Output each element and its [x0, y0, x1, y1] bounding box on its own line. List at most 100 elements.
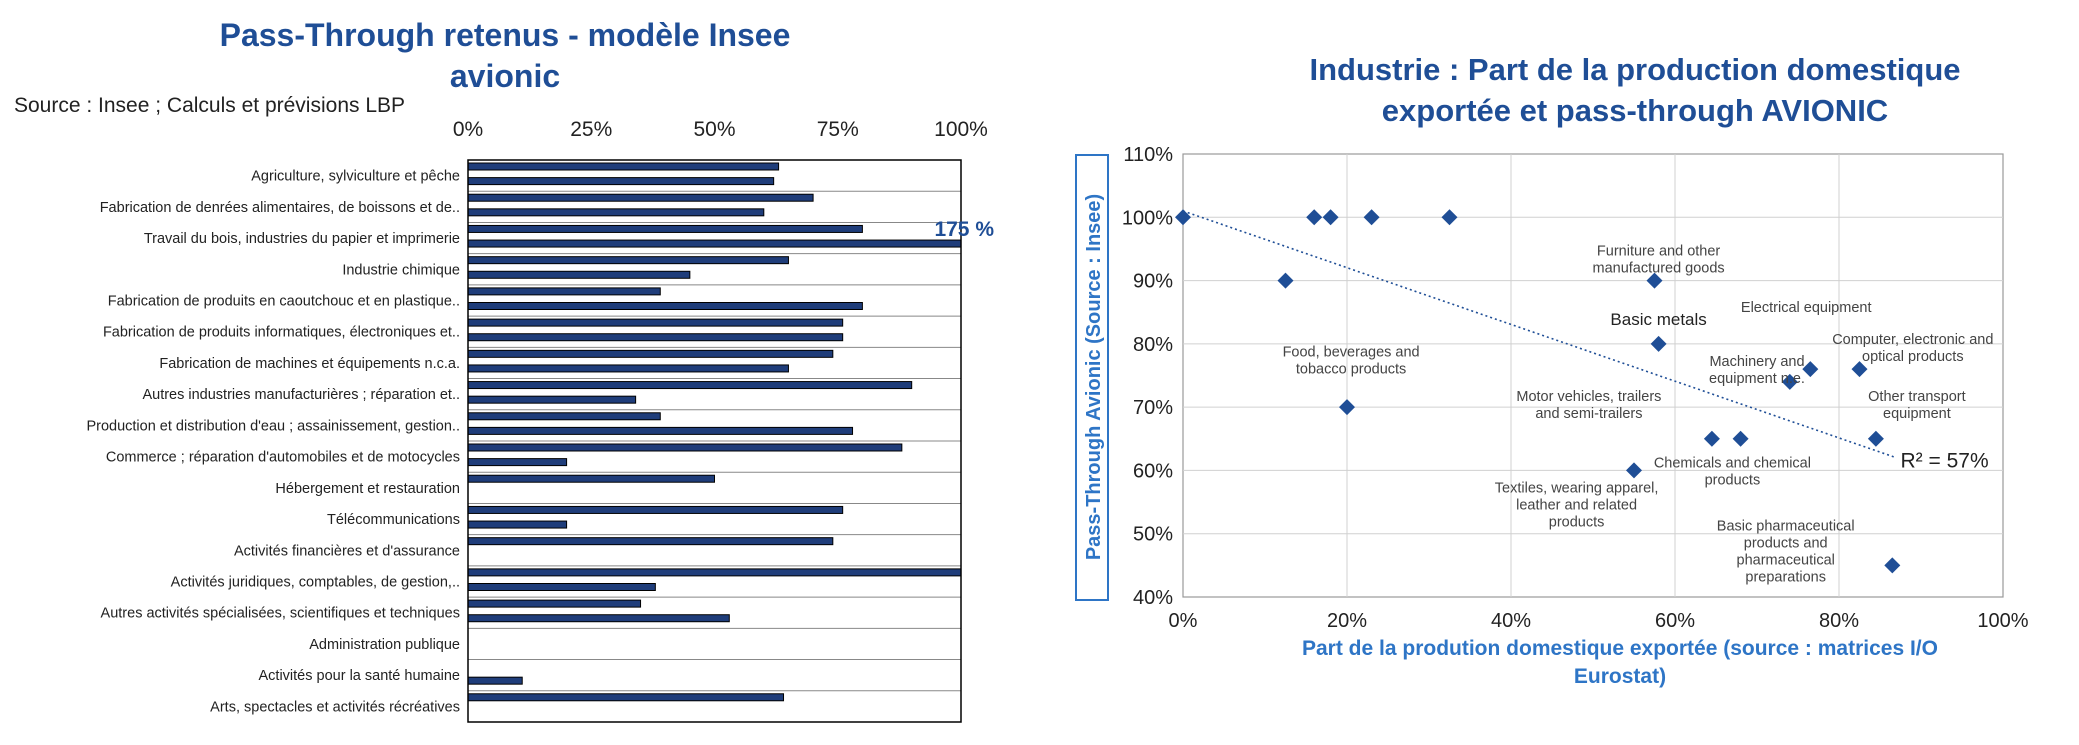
point-annotation: equipment n.e.: [1709, 371, 1805, 387]
y-axis-label-box: [1075, 154, 1109, 601]
bar: [467, 177, 775, 186]
point-annotation: products: [1705, 472, 1761, 488]
data-point: [1339, 399, 1355, 416]
point-annotation: Electrical equipment: [1741, 300, 1872, 316]
point-annotation: Computer, electronic and: [1832, 332, 1993, 348]
category-label: Télécommunications: [327, 512, 460, 528]
category-label: Hébergement et restauration: [275, 481, 460, 497]
point-annotation: preparations: [1745, 570, 1826, 586]
chart-title-line1: Pass-Through retenus - modèle Insee: [220, 17, 791, 53]
data-point: [1277, 272, 1294, 289]
point-annotation: leather and related: [1516, 498, 1637, 514]
point-annotation: Chemicals and chemical: [1654, 455, 1811, 471]
trendline: [1182, 210, 1897, 459]
chart-title-line2: avionic: [450, 58, 560, 94]
y-tick-label: 100%: [1122, 207, 1173, 229]
point-annotation: Basic metals: [1610, 310, 1706, 329]
category-label: Administration publique: [309, 637, 460, 653]
bar: [467, 583, 656, 591]
point-annotation: pharmaceutical: [1737, 553, 1835, 569]
bar: [467, 349, 834, 358]
bar: [467, 381, 913, 390]
x-tick-label: 0%: [453, 118, 483, 141]
bar: [467, 537, 834, 546]
point-annotation: products and: [1744, 536, 1828, 552]
overflow-value-label: 175 %: [934, 218, 994, 241]
bar: [467, 412, 661, 421]
point-annotation: Basic pharmaceutical: [1717, 519, 1855, 535]
category-label: Fabrication de produits en caoutchouc et…: [108, 294, 460, 310]
bar: [467, 520, 568, 529]
bar: [467, 599, 642, 608]
data-point: [1363, 209, 1380, 226]
bar: [467, 568, 962, 577]
data-point: [1884, 557, 1901, 574]
bar: [467, 364, 789, 373]
category-label: Travail du bois, industries du papier et…: [144, 231, 460, 247]
bar: [467, 458, 568, 467]
bar: [467, 395, 637, 404]
r-squared-label: R² = 57%: [1901, 449, 1989, 472]
x-tick-label: 40%: [1491, 610, 1531, 632]
x-tick-label: 80%: [1819, 610, 1859, 632]
y-axis-label: Pass-Through Avionic (Source : Insee): [1083, 194, 1105, 560]
category-label: Production et distribution d'eau ; assai…: [86, 418, 460, 434]
chart-subtitle: Source : Insee ; Calculs et prévisions L…: [14, 94, 405, 117]
bar: [467, 239, 962, 248]
point-annotation: Food, beverages and: [1283, 345, 1420, 361]
category-label: Industrie chimique: [342, 262, 460, 278]
chart-title-line1: Industrie : Part de la production domest…: [1309, 52, 1960, 87]
x-tick-label: 25%: [570, 118, 612, 141]
bar: [467, 474, 715, 483]
point-annotation: products: [1549, 515, 1605, 531]
data-point: [1802, 361, 1819, 378]
data-point: [1851, 361, 1868, 378]
bar: [467, 318, 844, 327]
y-tick-label: 50%: [1133, 524, 1173, 546]
data-point: [1626, 462, 1642, 479]
category-label: Arts, spectacles et activités récréative…: [210, 699, 460, 715]
bar: [467, 693, 785, 702]
bar: [467, 208, 765, 217]
bar: [467, 676, 523, 685]
x-tick-label: 75%: [817, 118, 859, 141]
point-annotation: manufactured goods: [1592, 260, 1724, 276]
category-label: Activités pour la santé humaine: [259, 668, 461, 684]
bar: [467, 256, 789, 265]
y-tick-label: 70%: [1133, 397, 1173, 419]
data-point: [1867, 430, 1884, 447]
pass-through-scatter-chart: Industrie : Part de la production domest…: [1075, 52, 2029, 688]
category-label: Fabrication de machines et équipements n…: [159, 356, 460, 372]
pass-through-bar-chart: Pass-Through retenus - modèle Insee avio…: [14, 17, 994, 723]
point-annotation: Other transport: [1868, 389, 1966, 405]
bar: [467, 287, 661, 296]
data-point: [1703, 430, 1720, 447]
point-annotation: Machinery and: [1709, 354, 1804, 370]
y-tick-label: 110%: [1123, 144, 1173, 166]
bar: [467, 224, 863, 233]
bar: [467, 193, 814, 202]
point-annotation: Motor vehicles, trailers: [1516, 389, 1661, 405]
x-axis-label-line1: Part de la prodution domestique exportée…: [1302, 637, 1938, 660]
x-tick-label: 100%: [1977, 610, 2028, 632]
y-tick-label: 40%: [1133, 587, 1173, 609]
point-annotation: optical products: [1862, 349, 1964, 365]
bar: [467, 162, 780, 171]
category-label: Commerce ; réparation d'automobiles et d…: [106, 450, 460, 466]
point-annotation: tobacco products: [1296, 362, 1406, 378]
x-tick-label: 100%: [934, 118, 988, 141]
bar: [467, 614, 730, 623]
bar: [467, 505, 844, 514]
category-label: Fabrication de produits informatiques, é…: [103, 325, 460, 341]
category-label: Activités juridiques, comptables, de ges…: [171, 575, 460, 591]
chart-title-line2: exportée et pass-through AVIONIC: [1382, 93, 1888, 128]
bar: [467, 270, 691, 279]
x-tick-label: 50%: [693, 118, 735, 141]
point-annotation: and semi-trailers: [1535, 406, 1642, 422]
data-point: [1306, 209, 1323, 226]
category-label: Activités financières et d'assurance: [234, 543, 460, 559]
y-tick-label: 60%: [1133, 460, 1173, 482]
category-label: Fabrication de denrées alimentaires, de …: [100, 200, 460, 216]
x-tick-label: 60%: [1655, 610, 1695, 632]
y-tick-label: 80%: [1133, 334, 1173, 356]
